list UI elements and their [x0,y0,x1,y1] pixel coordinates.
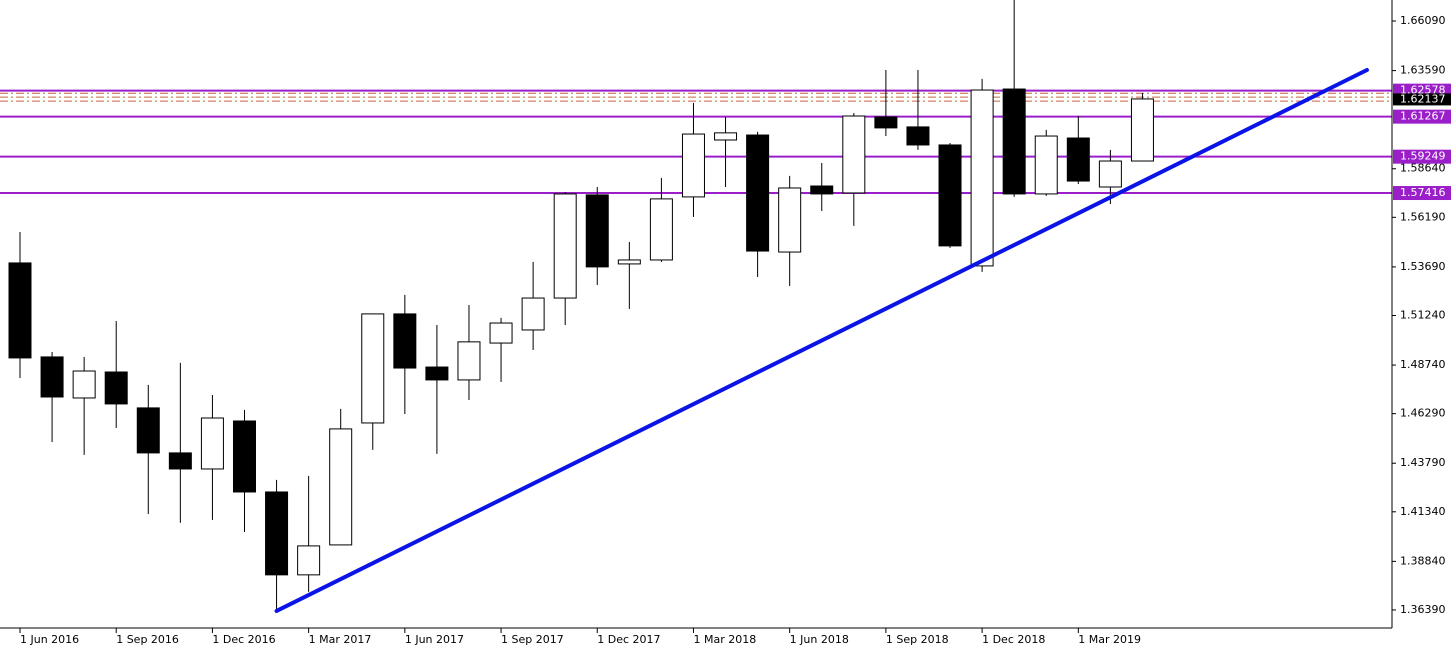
level-label: 1.59249 [1400,150,1446,163]
candle-body [40,356,64,398]
candle-body [681,133,705,198]
candle-body [200,417,224,470]
candle-body [72,370,96,399]
x-tick-label: 1 Sep 2016 [116,633,179,646]
level-label: 1.57416 [1400,186,1446,199]
trendline [274,67,1369,613]
y-tick-label: 1.56190 [1400,210,1446,223]
y-tick-label: 1.46290 [1400,407,1446,420]
x-tick-label: 1 Mar 2019 [1078,633,1141,646]
y-tick-label: 1.38840 [1400,554,1446,567]
candle-body [810,185,834,195]
y-tick-label: 1.41340 [1400,505,1446,518]
candle-body [778,187,802,253]
x-tick-label: 1 Mar 2017 [309,633,372,646]
x-tick-label: 1 Mar 2018 [693,633,756,646]
current-price-label: 1.62137 [1400,92,1446,105]
candle-body [649,198,673,261]
candle-body [585,194,609,268]
candle-body [393,313,417,369]
y-tick-label: 1.51240 [1400,308,1446,321]
y-tick-label: 1.66090 [1400,14,1446,27]
y-tick-label: 1.43790 [1400,456,1446,469]
candle-body [842,115,866,194]
x-tick-label: 1 Dec 2017 [597,633,660,646]
y-tick-label: 1.53690 [1400,260,1446,273]
x-tick-label: 1 Dec 2018 [982,633,1045,646]
candle-body [906,126,930,146]
x-tick-label: 1 Sep 2017 [501,633,564,646]
candle-body [1098,160,1122,188]
candle-body [265,491,289,576]
candle-body [938,144,962,247]
candle-body [297,545,321,576]
level-label: 1.61267 [1400,110,1446,123]
candle-body [425,366,449,381]
level-label-bg [1393,109,1451,124]
candle-body [168,452,192,470]
candle-body [1034,135,1058,195]
candle-body [521,297,545,331]
candle-body [361,313,385,424]
candle-body [1002,88,1026,195]
y-tick-label: 1.63590 [1400,64,1446,77]
candle-body [970,89,994,267]
candle-body [232,420,256,493]
x-tick-label: 1 Jun 2018 [790,633,849,646]
y-tick-label: 1.36390 [1400,603,1446,616]
candle-body [8,262,32,359]
level-label-bg [1393,149,1451,164]
candle-body [457,341,481,381]
axes: 1.66090 1.63590 1.58640 1.56190 1.53690 1.512… [19,14,1451,646]
candle-body [104,371,128,405]
candle-body [746,134,770,252]
y-tick-label: 1.58640 [1400,162,1446,175]
candle-body [489,322,513,344]
candle-body [617,259,641,265]
candle-body [1130,98,1154,162]
plot-area [0,0,1392,613]
candle-body [136,407,160,454]
level-label-bg [1393,186,1451,201]
candle-body [714,132,738,141]
current-price-bg [1393,93,1451,106]
candle-body [553,193,577,299]
x-tick-label: 1 Jun 2017 [405,633,464,646]
candle-body [329,428,353,546]
y-tick-label: 1.48740 [1400,358,1446,371]
candle-body [874,116,898,129]
x-tick-label: 1 Sep 2018 [886,633,949,646]
x-tick-label: 1 Jun 2016 [20,633,79,646]
candle-body [1066,137,1090,182]
x-tick-label: 1 Dec 2016 [212,633,275,646]
